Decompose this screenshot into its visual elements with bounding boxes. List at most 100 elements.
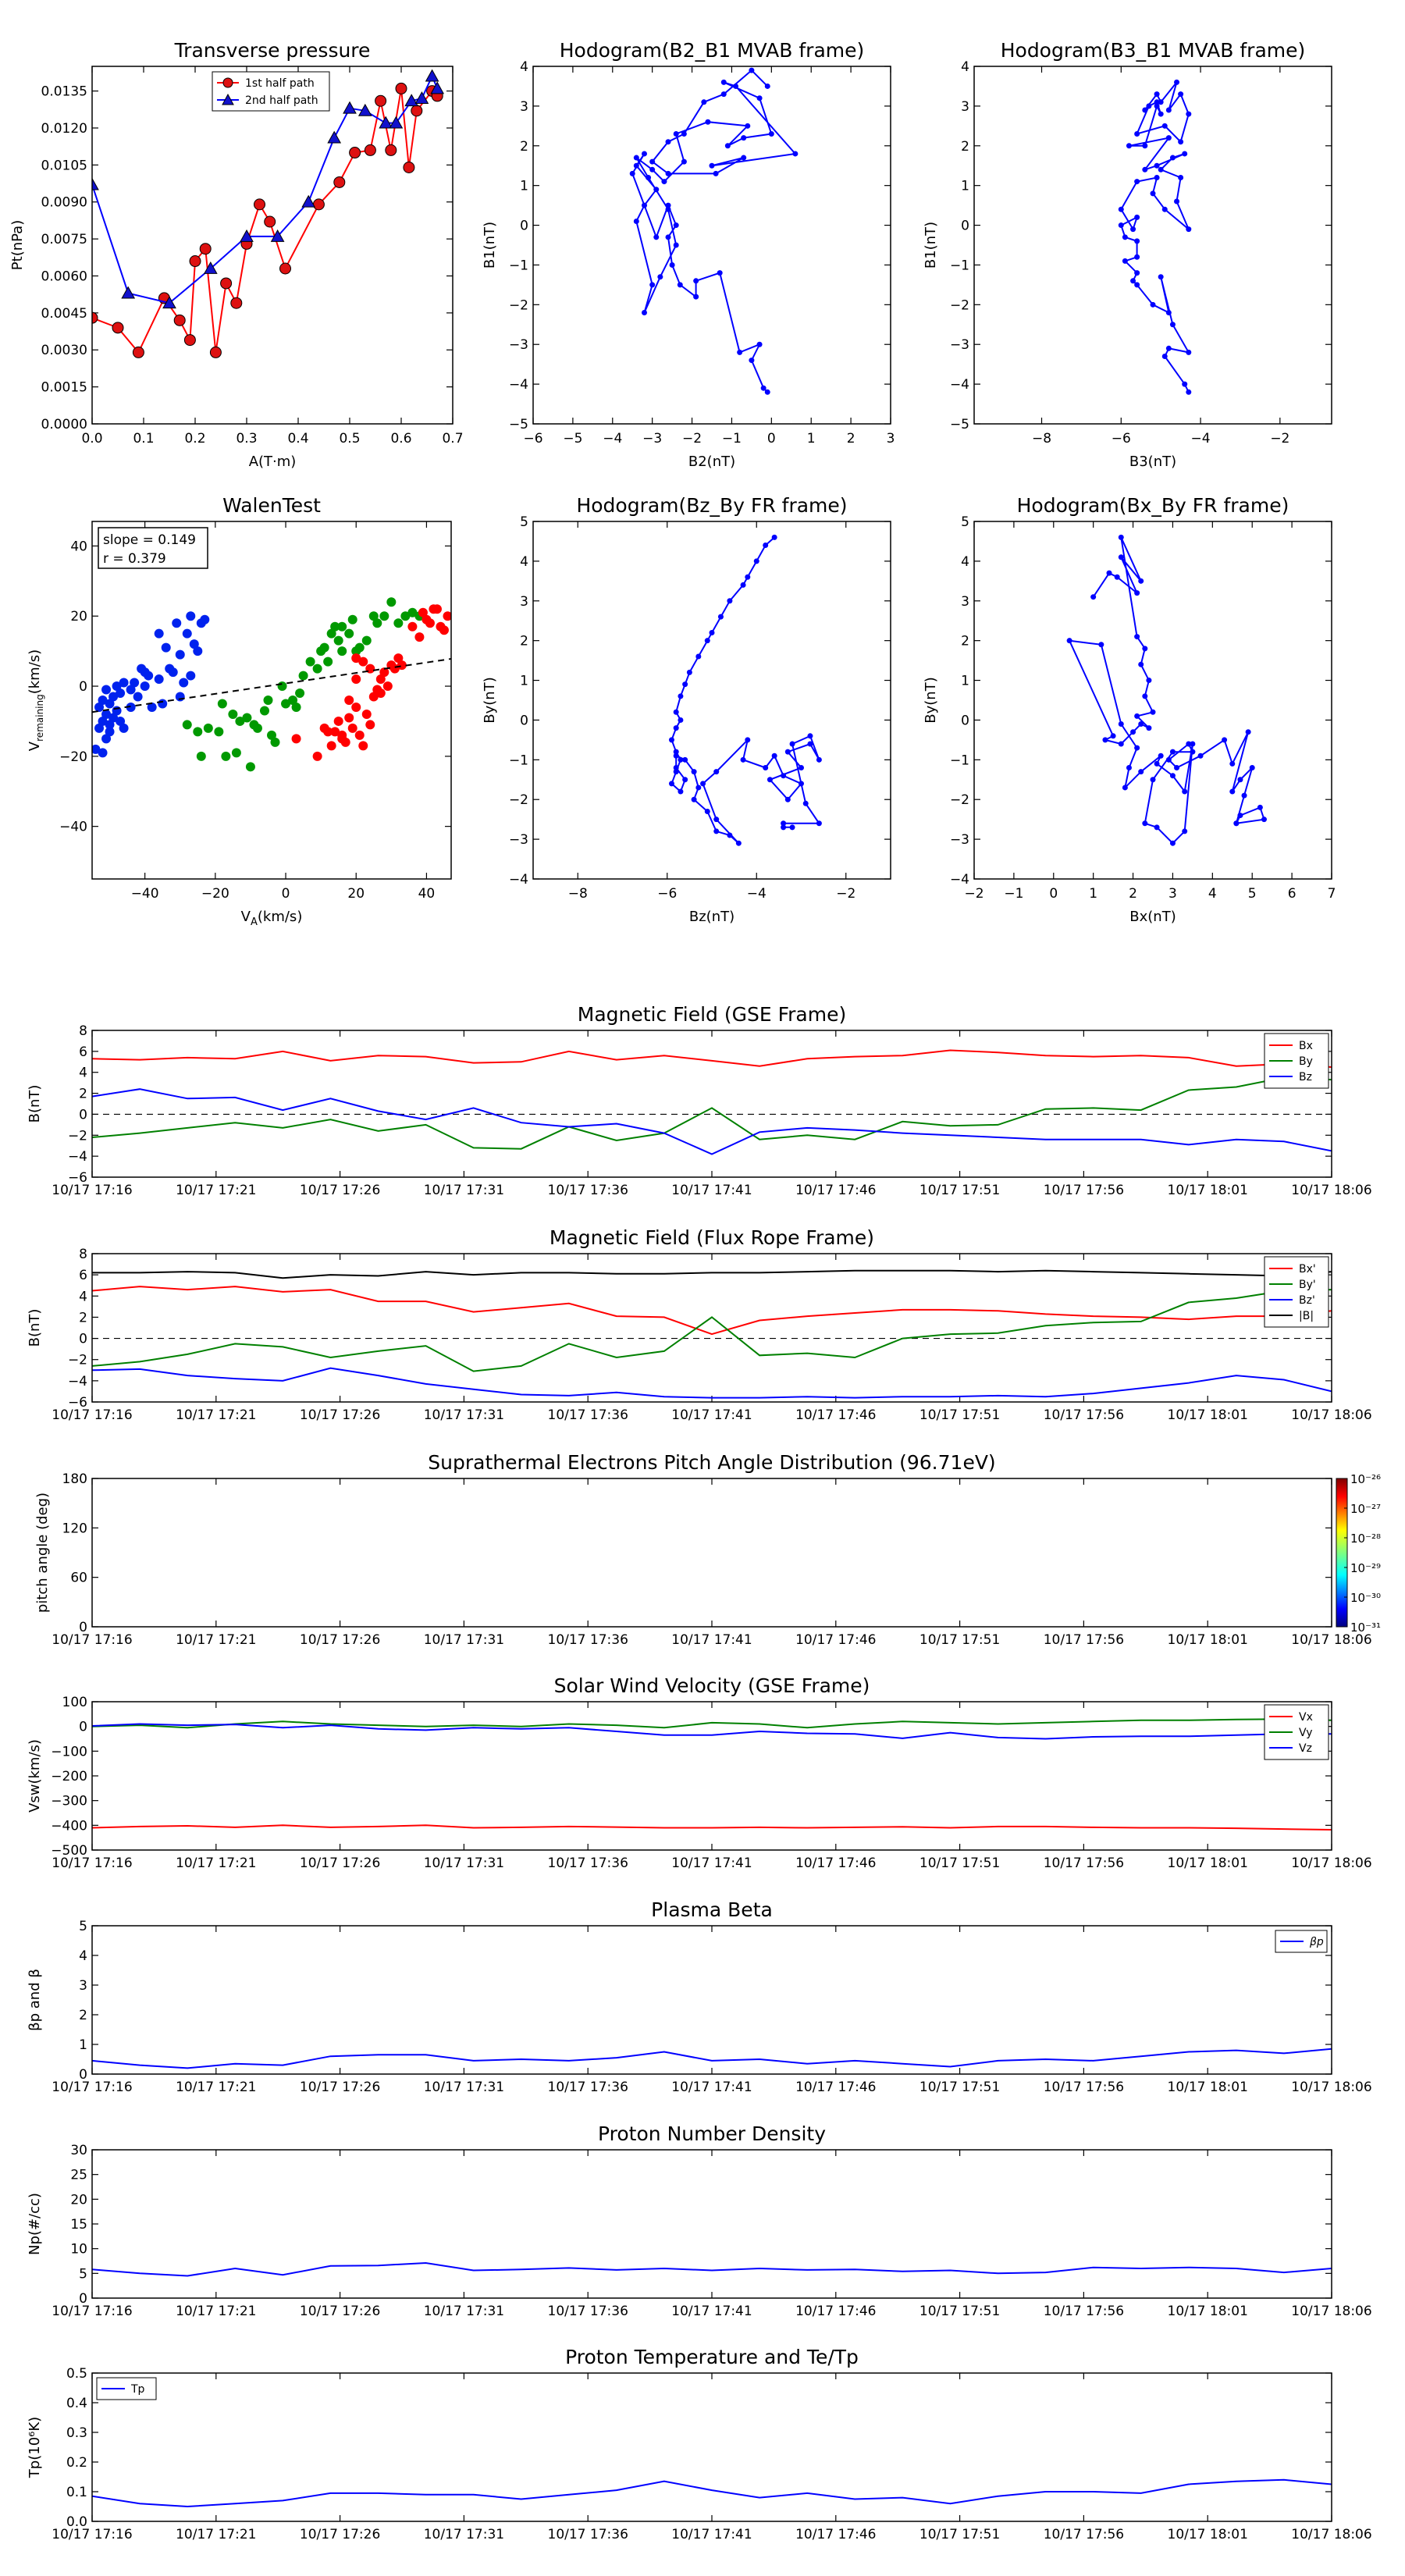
data-point-2nd-half [327, 130, 342, 144]
scatter-point-blue [172, 618, 182, 628]
hodogram-point [661, 179, 667, 185]
hodogram-point [1186, 111, 1192, 117]
plot-background [92, 1254, 1332, 1402]
y-tick-label: 6 [79, 1044, 87, 1060]
chart-title: Magnetic Field (GSE Frame) [578, 1003, 846, 1026]
time-tick-label: 10/17 17:16 [52, 1183, 132, 1198]
y-axis-label: Vsw(km/s) [27, 1739, 43, 1813]
hodogram-point [1138, 721, 1144, 728]
hodogram-point [1165, 310, 1172, 316]
hodogram-point [701, 99, 707, 105]
time-tick-label: 10/17 17:36 [548, 2527, 628, 2542]
time-tick-label: 10/17 17:36 [548, 1407, 628, 1423]
y-tick-label: −40 [59, 820, 87, 835]
y-tick-label: 60 [70, 1571, 87, 1586]
x-tick-label: 0 [767, 431, 776, 447]
hodogram-point [1186, 226, 1192, 233]
hodogram-point [1182, 151, 1188, 157]
x-tick-label: −2 [1270, 431, 1289, 447]
time-tick-label: 10/17 17:51 [919, 2080, 1000, 2095]
y-tick-label: 2 [520, 634, 528, 649]
hodogram-point [678, 756, 684, 763]
hodogram-point [781, 820, 787, 827]
scatter-point-blue [154, 628, 164, 639]
data-point-1st-half [395, 82, 407, 94]
data-point-2nd-half [379, 116, 393, 129]
legend-label-2nd: 2nd half path [245, 94, 318, 107]
hodogram-point [1098, 642, 1104, 648]
hodogram-point [709, 629, 715, 635]
scatter-point-red [368, 692, 379, 702]
time-tick-label: 10/17 17:41 [671, 1632, 752, 1648]
hodogram-point [1134, 179, 1140, 185]
hodogram-point [1190, 741, 1196, 747]
hodogram-point [1257, 804, 1263, 810]
time-tick-label: 10/17 17:46 [795, 1183, 876, 1198]
chart-title: Proton Temperature and Te/Tp [565, 2346, 859, 2368]
legend-label: βp [1309, 1936, 1324, 1948]
hodogram-point [704, 808, 710, 814]
y-axis-label: βp and β [27, 1969, 43, 2031]
hodogram-point [781, 773, 787, 779]
scatter-point-green [228, 709, 238, 719]
scatter-point-green [281, 699, 291, 709]
scatter-point-green [386, 597, 397, 607]
y-tick-label: 4 [520, 554, 528, 570]
data-point-2nd-half [414, 91, 429, 104]
time-tick-label: 10/17 18:01 [1168, 2527, 1248, 2542]
time-tick-label: 10/17 17:26 [300, 2304, 380, 2319]
y-tick-label: −6 [68, 1170, 87, 1186]
y-tick-label: −1 [509, 753, 528, 768]
hodogram-point [1118, 741, 1124, 747]
hodogram-point [1150, 301, 1156, 308]
y-tick-label: 1 [79, 2037, 87, 2053]
plot-frame [973, 521, 1332, 880]
hodogram-point [717, 614, 724, 620]
y-tick-label: 0 [961, 219, 969, 234]
y-tick-label: 0.3 [66, 2425, 87, 2441]
scatter-point-blue [140, 667, 150, 678]
hodogram-point [802, 800, 809, 806]
hodogram-point [653, 234, 660, 240]
data-point-1st-half [333, 176, 346, 188]
scatter-point-blue [140, 681, 150, 692]
data-point-1st-half [403, 162, 415, 174]
data-point-2nd-half [357, 103, 372, 116]
time-tick-label: 10/17 17:21 [176, 1183, 256, 1198]
time-tick-label: 10/17 17:21 [176, 1856, 256, 1871]
hodogram-point [1154, 760, 1160, 767]
hodogram-point [733, 83, 739, 89]
x-tick-label: −3 [642, 431, 662, 447]
time-tick-label: 10/17 17:46 [795, 1407, 876, 1423]
scatter-point-green [393, 618, 404, 628]
scatter-point-red [351, 702, 361, 712]
hodogram-point [709, 162, 715, 169]
scatter-point-red [337, 734, 347, 744]
hodogram-point [1197, 753, 1204, 759]
plot-background [974, 66, 1332, 424]
chart-vsw: −500 −400 −300 −200 −100 0 100 Solar Wind Veloc… [27, 1674, 1372, 1871]
y-tick-label: 0 [79, 1720, 87, 1735]
y-axis-label: B1(nT) [482, 222, 498, 269]
time-tick-label: 10/17 17:46 [795, 2304, 876, 2319]
hodogram-point [1138, 769, 1144, 775]
scatter-point-red [379, 667, 389, 678]
hodogram-point [673, 765, 679, 771]
y-tick-label: 0.0045 [41, 306, 87, 322]
data-point-1st-half [112, 322, 124, 334]
colorbar-label: 10⁻²⁹ [1350, 1561, 1381, 1575]
y-tick-label: −2 [509, 792, 528, 808]
x-tick-label: −2 [836, 886, 855, 902]
y-tick-label: 5 [520, 514, 528, 530]
legend-label: Vy [1299, 1727, 1313, 1739]
legend-label: Vx [1299, 1711, 1313, 1724]
hodogram-point [646, 174, 652, 180]
plot-background [92, 1926, 1332, 2074]
y-tick-label: 0.0105 [41, 158, 87, 173]
y-axis-label: By(nT) [482, 677, 498, 723]
time-tick-label: 10/17 18:01 [1168, 2080, 1248, 2095]
hodogram-point [1142, 166, 1148, 173]
y-tick-label: −1 [509, 258, 528, 273]
hodogram-point [1158, 274, 1164, 280]
time-tick-label: 10/17 17:56 [1044, 1183, 1124, 1198]
